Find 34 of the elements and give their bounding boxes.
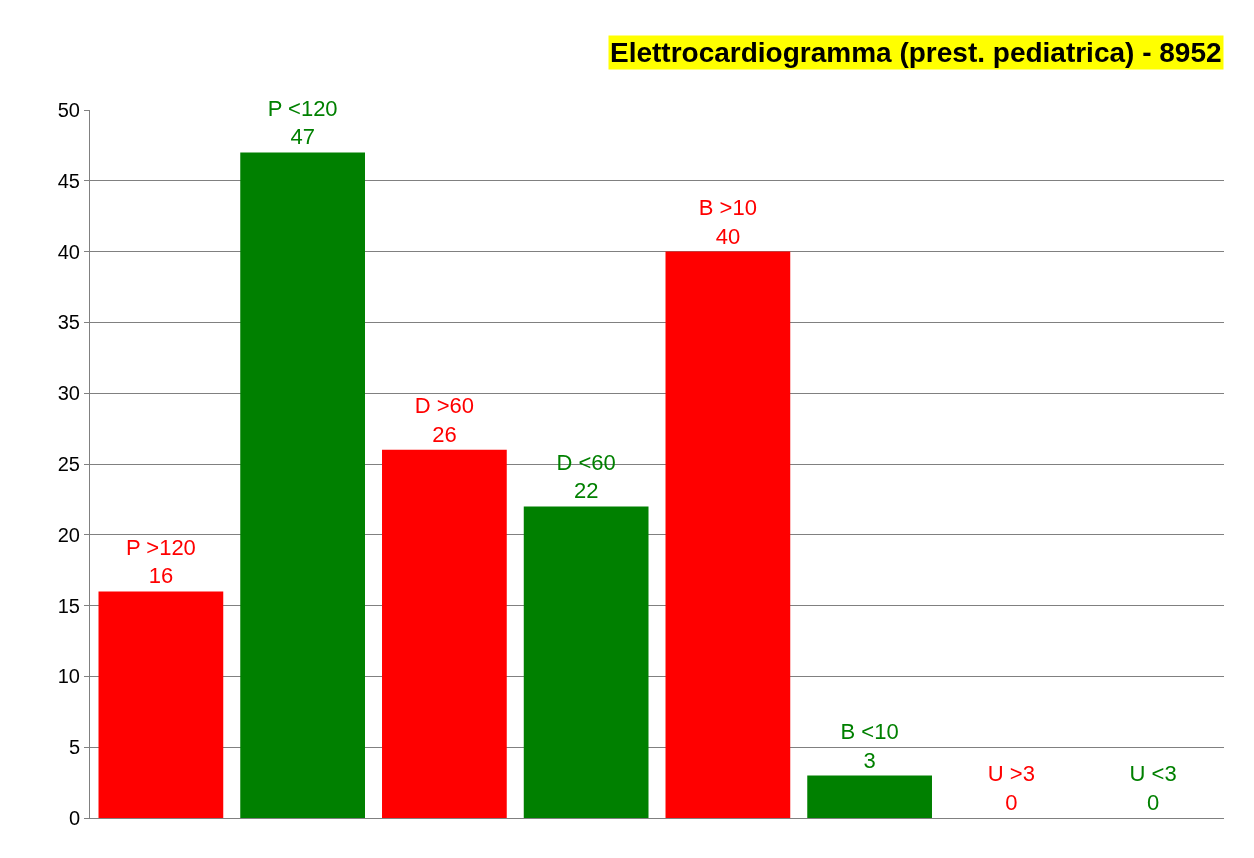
data-label: 40 [715,223,741,249]
y-tick-label: 10 [57,665,80,688]
x-tick-label: D <60 [556,449,616,475]
x-tick-label: P <120 [267,95,338,121]
data-label: 16 [148,563,174,589]
y-tick-label: 35 [57,311,80,334]
y-tick-label: 0 [68,807,80,829]
data-label: 0 [1147,790,1160,815]
y-tick-label: 45 [57,169,80,192]
bar [382,449,507,818]
x-tick-label: U <3 [1129,761,1177,787]
x-tick-label: U >3 [987,761,1035,787]
x-tick-label: B <10 [840,718,899,744]
data-label: 47 [290,124,315,150]
bar [240,152,365,818]
bar [98,591,224,818]
y-tick-label: 15 [57,594,80,617]
x-tick-label: D >60 [414,393,475,419]
x-tick-label: B >10 [698,195,757,220]
bar [807,775,932,818]
data-label: 22 [573,478,599,504]
y-tick-label: 50 [57,99,80,121]
y-tick-label: 30 [57,382,80,405]
bar [665,251,791,818]
y-tick-label: 25 [57,453,80,475]
data-label: 0 [1005,790,1018,815]
data-label: 26 [432,421,457,447]
x-tick-label: P >120 [125,534,196,560]
data-label: 3 [863,747,876,773]
chart-title: Elettrocardiogramma (prest. pediatrica) - 8952 [610,37,1222,68]
y-tick-label: 40 [57,240,80,263]
y-tick-label: 20 [57,523,80,546]
bar [523,506,649,818]
y-tick-label: 5 [68,736,80,759]
